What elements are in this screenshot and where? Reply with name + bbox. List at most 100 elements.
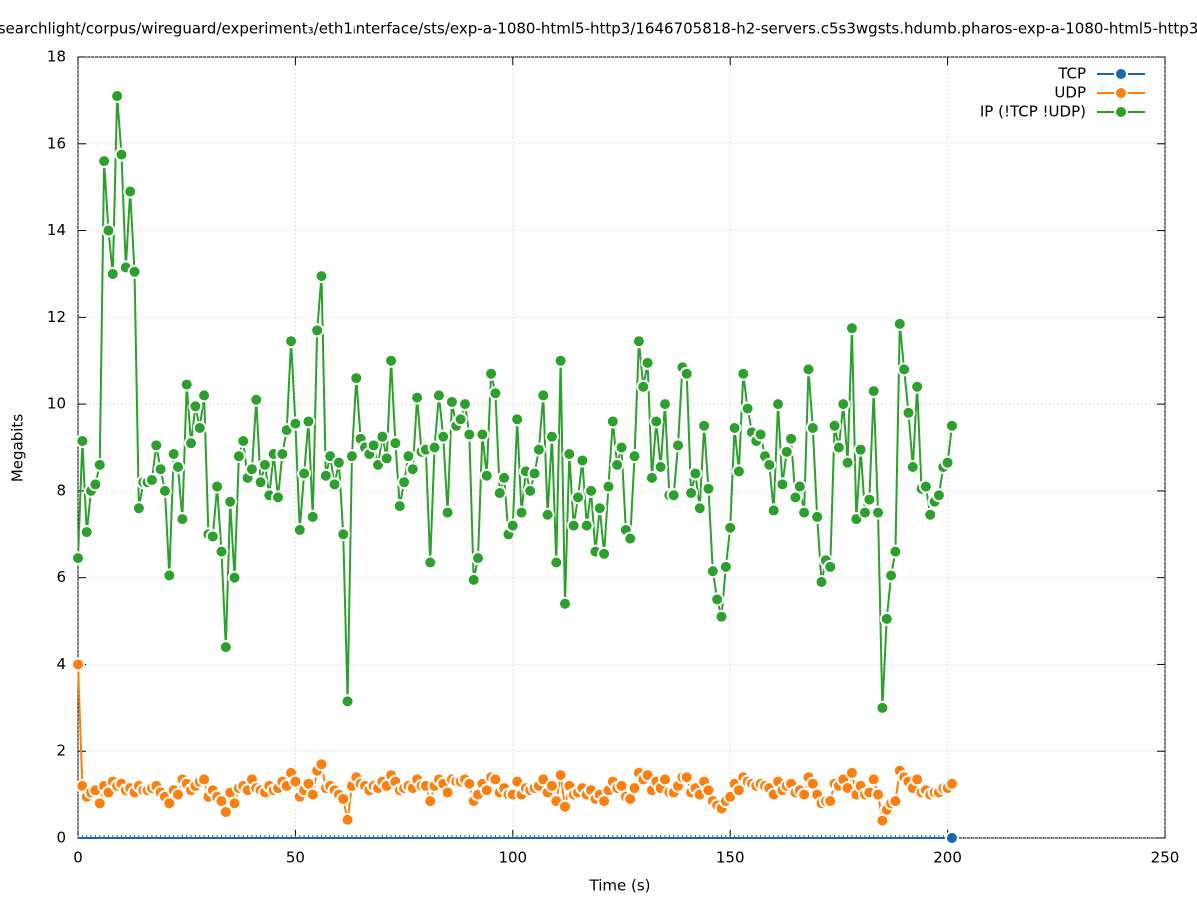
data-point: [92, 457, 107, 472]
legend-label: IP (!TCP !UDP): [980, 103, 1086, 121]
data-point: [436, 429, 451, 444]
data-point: [166, 447, 181, 462]
data-point: [488, 772, 503, 787]
data-point: [227, 570, 242, 585]
data-point: [679, 770, 694, 785]
data-point: [831, 440, 846, 455]
data-point: [844, 321, 859, 336]
data-point: [531, 442, 546, 457]
data-point: [823, 794, 838, 809]
data-point: [623, 531, 638, 546]
data-point: [505, 518, 520, 533]
data-point: [510, 412, 525, 427]
data-point: [284, 334, 299, 349]
data-point: [466, 572, 481, 587]
data-point: [918, 479, 933, 494]
data-point: [475, 427, 490, 442]
data-point: [197, 772, 212, 787]
data-point: [188, 399, 203, 414]
data-point: [592, 501, 607, 516]
y-tick-label: 2: [56, 742, 66, 760]
data-point: [149, 438, 164, 453]
x-tick-label: 0: [73, 849, 83, 867]
data-point: [579, 518, 594, 533]
data-point: [153, 462, 168, 477]
data-point: [853, 442, 868, 457]
data-point: [527, 466, 542, 481]
data-point: [923, 507, 938, 522]
data-point: [379, 451, 394, 466]
data-point: [288, 774, 303, 789]
data-point: [105, 266, 120, 281]
data-point: [710, 592, 725, 607]
data-point: [427, 440, 442, 455]
data-point: [405, 462, 420, 477]
y-tick-label: 12: [47, 308, 66, 326]
data-point: [792, 479, 807, 494]
data-point: [888, 794, 903, 809]
data-point: [566, 518, 581, 533]
data-point: [557, 596, 572, 611]
data-point: [305, 509, 320, 524]
legend-marker: [1114, 86, 1128, 100]
data-point: [697, 418, 712, 433]
data-point: [214, 544, 229, 559]
data-point: [857, 505, 872, 520]
data-point: [657, 397, 672, 412]
data-point: [731, 464, 746, 479]
data-point: [144, 473, 159, 488]
data-point: [771, 397, 786, 412]
data-point: [453, 412, 468, 427]
data-point: [627, 781, 642, 796]
data-point: [836, 397, 851, 412]
x-tick-label: 250: [1151, 849, 1180, 867]
data-point: [553, 353, 568, 368]
data-point: [901, 405, 916, 420]
data-point: [157, 483, 172, 498]
data-point: [366, 438, 381, 453]
data-point: [601, 479, 616, 494]
y-tick-label: 6: [56, 568, 66, 586]
data-point: [431, 388, 446, 403]
data-point: [610, 457, 625, 472]
data-point: [210, 479, 225, 494]
data-point: [401, 449, 416, 464]
data-point: [775, 477, 790, 492]
data-point: [457, 397, 472, 412]
data-point: [218, 804, 233, 819]
data-point: [97, 154, 112, 169]
data-point: [871, 505, 886, 520]
y-tick-label: 18: [47, 48, 66, 66]
data-point: [879, 611, 894, 626]
data-point: [571, 490, 586, 505]
data-point: [805, 420, 820, 435]
legend-label: UDP: [1054, 84, 1086, 102]
data-point: [392, 499, 407, 514]
data-point: [688, 466, 703, 481]
data-point: [336, 791, 351, 806]
data-point: [88, 477, 103, 492]
data-point: [471, 551, 486, 566]
data-point: [75, 433, 90, 448]
data-point: [123, 184, 138, 199]
data-point: [553, 768, 568, 783]
data-point: [605, 414, 620, 429]
data-point: [684, 486, 699, 501]
data-point: [462, 776, 477, 791]
data-point: [223, 494, 238, 509]
data-point: [175, 512, 190, 527]
data-point: [218, 640, 233, 655]
data-point: [384, 353, 399, 368]
x-axis-label: Time (s): [589, 877, 651, 895]
data-point: [444, 394, 459, 409]
data-point: [484, 366, 499, 381]
data-point: [231, 449, 246, 464]
data-point: [649, 414, 664, 429]
data-point: [462, 427, 477, 442]
data-point: [114, 147, 129, 162]
data-point: [679, 366, 694, 381]
data-point: [862, 492, 877, 507]
x-tick-label: 100: [498, 849, 527, 867]
data-point: [653, 460, 668, 475]
data-point: [423, 794, 438, 809]
